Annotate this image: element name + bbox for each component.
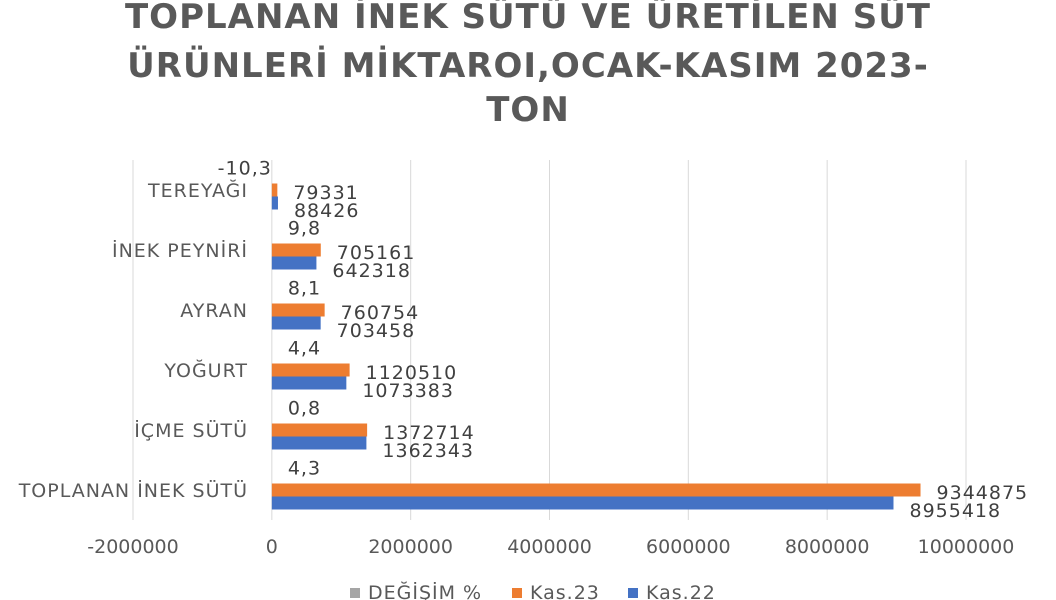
category-label-icme-sutu: İÇME SÜTÜ [134,419,248,442]
legend-item-degisim[interactable]: DEĞİŞİM % [350,580,482,600]
legend-label: Kas.23 [530,582,600,600]
bar-kas-23-inek-peyniri[interactable] [271,243,321,257]
x-axis-tick-labels: -2000000 0 2000000 4000000 6000000 8000000 100… [87,536,1014,558]
bar-kas-22-icme-sutu[interactable] [271,436,367,450]
data-label-kas-22-icme-sutu: 1362343 [382,440,474,462]
bar-kas-22-tereyagi[interactable] [271,196,278,210]
bars [271,170,921,510]
bar-kas-23-yogurt[interactable] [271,363,350,377]
chart-title-line: TOPLANAN İNEK SÜTÜ VE ÜRETİLEN SÜT [125,0,931,37]
data-label-kas-23-yogurt: 1120510 [366,362,458,384]
data-label-kas-23-inek-peyniri: 705161 [337,242,416,264]
bar-kas-23-tereyagi[interactable] [271,183,278,197]
x-tick-label: 10000000 [918,536,1015,558]
bar-kas-22-inek-peyniri[interactable] [271,256,317,270]
data-label-kas-23-icme-sutu: 1372714 [383,422,475,444]
category-label-ayran: AYRAN [180,300,248,322]
category-labels: TOPLANAN İNEK SÜTÜ İÇME SÜTÜ YOĞURT AYRAN İN… [18,178,248,502]
data-label-degisim-icme-sutu: 0,8 [288,398,321,420]
data-label-kas-23-ayran: 760754 [341,302,420,324]
gridlines [132,160,967,520]
data-label-degisim-toplanan-inek-sutu: 4,3 [288,458,321,480]
bar-kas-23-ayran[interactable] [271,303,325,317]
bar-kas-23-toplanan-inek-sutu[interactable] [271,483,921,497]
x-tick-label: 8000000 [785,536,870,558]
x-tick-label: 2000000 [368,536,453,558]
data-label-kas-22-inek-peyniri: 642318 [332,260,411,282]
data-label-kas-22-yogurt: 1073383 [362,380,454,402]
legend-swatch [628,588,638,598]
legend-swatch [350,588,360,598]
legend-swatch [512,588,522,598]
data-label-kas-23-tereyagi: 79331 [293,182,358,204]
data-label-degisim-ayran: 8,1 [288,278,321,300]
data-label-kas-22-toplanan-inek-sutu: 8955418 [909,500,1001,522]
x-tick-label: 6000000 [646,536,731,558]
chart-title-line: ÜRÜNLERİ MİKTAROI,OCAK-KASIM 2023- [127,45,929,86]
data-label-kas-22-ayran: 703458 [337,320,416,342]
category-label-toplanan-inek-sutu: TOPLANAN İNEK SÜTÜ [18,479,248,502]
bar-kas-22-ayran[interactable] [271,316,321,330]
legend-label: DEĞİŞİM % [368,580,482,600]
data-label-kas-22-tereyagi: 88426 [294,200,359,222]
data-label-degisim-tereyagi: -10,3 [218,158,272,180]
bar-kas-22-toplanan-inek-sutu[interactable] [271,496,894,510]
data-label-degisim-inek-peyniri: 9,8 [288,218,321,240]
bar-kas-23-icme-sutu[interactable] [271,423,368,437]
legend-item-kas-23[interactable]: Kas.23 [512,582,600,600]
legend-item-kas-22[interactable]: Kas.22 [628,582,716,600]
legend-label: Kas.22 [646,582,716,600]
x-tick-label: 4000000 [507,536,592,558]
category-label-inek-peyniri: İNEK PEYNİRİ [112,239,248,262]
chart-title: TOPLANAN İNEK SÜTÜ VE ÜRETİLEN SÜT ÜRÜNLE… [125,0,931,130]
legend[interactable]: DEĞİŞİM % Kas.23 Kas.22 [350,580,716,600]
chart-title-line: TON [486,90,570,130]
data-label-kas-23-toplanan-inek-sutu: 9344875 [937,482,1029,504]
bar-kas-22-yogurt[interactable] [271,376,347,390]
x-tick-label: 0 [266,536,278,558]
x-tick-label: -2000000 [87,536,178,558]
data-label-degisim-yogurt: 4,4 [288,338,321,360]
category-label-tereyagi: TEREYAĞI [147,178,248,202]
category-label-yogurt: YOĞURT [163,358,248,382]
